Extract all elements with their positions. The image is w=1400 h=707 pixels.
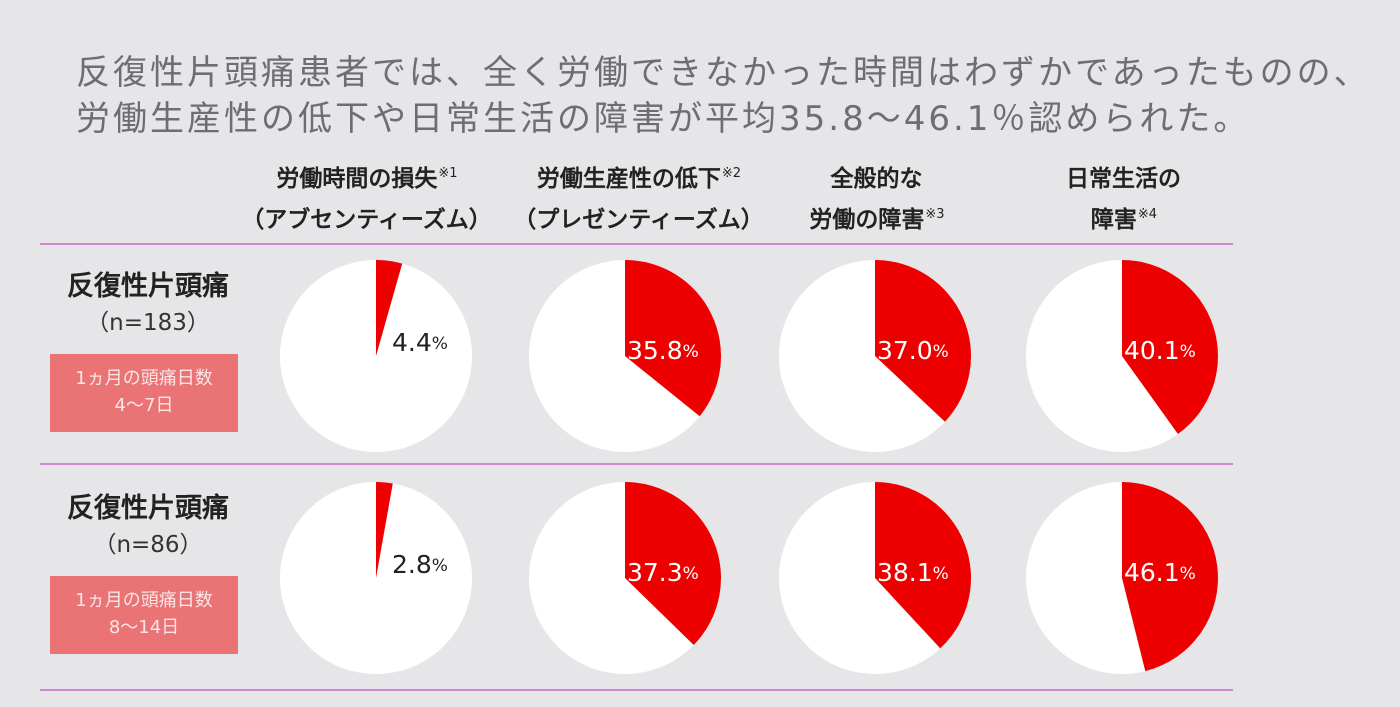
badge-value: 4〜7日: [114, 395, 174, 416]
headline-line-1: 反復性片頭痛患者では、全く労働できなかった時間はわずかであったものの、: [76, 53, 1371, 93]
pie-slice: [875, 260, 972, 422]
badge-label: 1ヵ月の頭痛日数: [75, 368, 213, 389]
divider-bottom: [40, 689, 1233, 691]
headache-days-badge: 1ヵ月の頭痛日数 4〜7日: [50, 354, 238, 432]
pie-slice: [376, 260, 403, 356]
row-sample-size: （n=183）: [86, 310, 210, 336]
pie-value-unit: %: [683, 564, 699, 584]
pie-value-unit: %: [933, 342, 949, 362]
pie-slice: [1122, 482, 1218, 672]
pie-value-unit: %: [683, 342, 699, 362]
pie-slice: [376, 481, 393, 578]
divider-middle: [40, 463, 1233, 465]
column-header-line1: 労働時間の損失: [276, 166, 438, 192]
pie-slice: [625, 260, 721, 417]
pie-value-unit: %: [1180, 342, 1196, 362]
badge-label: 1ヵ月の頭痛日数: [75, 590, 213, 611]
column-header-note: ※2: [721, 166, 742, 181]
pie-slice: [625, 482, 721, 646]
column-header-note: ※4: [1137, 207, 1158, 222]
pie-value-unit: %: [933, 564, 949, 584]
column-header-line1: 労働生産性の低下: [536, 166, 721, 192]
column-header-absenteeism: 労働時間の損失※1 （アブセンティーズム）: [222, 156, 512, 238]
pie-value-unit: %: [432, 334, 448, 354]
column-header-line2: 労働の障害: [809, 207, 925, 233]
row-title: 反復性片頭痛: [67, 493, 229, 524]
pie-value-label: 4.4%: [392, 328, 448, 357]
column-header-note: ※3: [925, 207, 945, 222]
column-header-line1: 日常生活の: [1066, 166, 1181, 192]
headache-days-badge: 1ヵ月の頭痛日数 8〜14日: [50, 576, 238, 654]
row-title: 反復性片頭痛: [67, 271, 229, 302]
headline: 反復性片頭痛患者では、全く労働できなかった時間はわずかであったものの、 労働生産…: [76, 50, 1396, 142]
column-header-presenteeism: 労働生産性の低下※2 （プレゼンティーズム）: [494, 156, 784, 238]
column-header-line2: （アブセンティーズム）: [241, 207, 492, 233]
pie-value-unit: %: [432, 556, 448, 576]
column-header-line1: 全般的な: [830, 166, 923, 192]
column-header-activity-impairment: 日常生活の 障害※4: [979, 156, 1269, 238]
pie-slice: [875, 482, 972, 649]
column-header-line2: 障害: [1090, 207, 1137, 233]
pie-slice: [1122, 260, 1219, 435]
column-header-line2: （プレゼンティーズム）: [513, 207, 764, 233]
pie-value-unit: %: [1180, 564, 1196, 584]
column-header-work-impairment: 全般的な 労働の障害※3: [732, 156, 1022, 238]
headline-line-2: 労働生産性の低下や日常生活の障害が平均35.8〜46.1％認められた。: [76, 99, 1251, 139]
divider-top: [40, 243, 1233, 245]
badge-value: 8〜14日: [108, 617, 180, 638]
column-header-note: ※1: [438, 166, 458, 181]
row-sample-size: （n=86）: [93, 532, 203, 558]
